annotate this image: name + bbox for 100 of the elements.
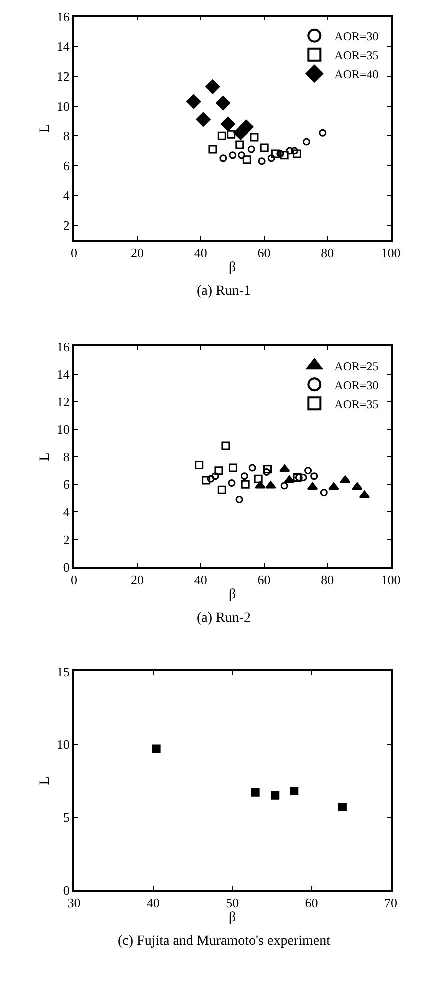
x-axis-title: β (229, 260, 236, 276)
y-tick-label: 15 (56, 664, 70, 680)
y-tick-label: 2 (63, 218, 70, 234)
y-tick-label: 14 (56, 366, 70, 382)
point (214, 466, 224, 476)
point (227, 130, 236, 139)
point (271, 791, 280, 800)
x-tick-label: 80 (321, 572, 334, 588)
point (280, 482, 288, 490)
y-tick-label: 0 (63, 560, 70, 575)
point (239, 120, 254, 134)
legend-label: AOR=40 (334, 68, 379, 82)
point (302, 138, 310, 146)
legend-label: AOR=35 (334, 397, 379, 412)
y-tick-label: 10 (56, 98, 70, 114)
x-tick-label: 40 (194, 572, 208, 588)
point (293, 473, 302, 482)
point (304, 467, 312, 475)
point (248, 464, 256, 472)
y-tick-label: 12 (56, 394, 70, 410)
point (251, 788, 260, 797)
point (290, 786, 299, 796)
text: (a) Run-1 (197, 284, 252, 299)
legend-label: AOR=30 (334, 30, 379, 44)
y-tick-label: 10 (56, 422, 70, 438)
point (236, 496, 244, 504)
point (238, 152, 246, 160)
point (222, 442, 230, 450)
x-tick-label: 30 (68, 896, 81, 911)
x-tick-label: 60 (258, 572, 271, 588)
y-tick-label: 0 (63, 882, 70, 898)
point (280, 464, 290, 472)
point (212, 472, 220, 480)
x-tick-label: 60 (258, 246, 271, 261)
point (218, 486, 226, 494)
point (152, 744, 161, 754)
point (290, 147, 298, 155)
point (240, 472, 248, 480)
point (319, 129, 327, 137)
y-tick-label: 6 (63, 158, 70, 174)
y-tick-label: 4 (63, 504, 70, 520)
x-tick-label: 100 (381, 572, 401, 588)
point (248, 146, 256, 154)
point (338, 802, 347, 812)
point (284, 476, 295, 484)
y-tick-label: 8 (63, 128, 70, 144)
point (258, 158, 266, 166)
point (229, 152, 237, 160)
y-tick-label: 4 (63, 188, 70, 204)
x-tick-label: 100 (381, 246, 401, 261)
text: (a) Run-2 (197, 611, 252, 626)
point (271, 150, 280, 158)
point (208, 145, 218, 154)
text: (c) Fujita and Muramoto's experiment (118, 934, 331, 949)
y-tick-label: 5 (63, 810, 70, 825)
legend-label: AOR=30 (334, 378, 379, 392)
x-tick-label: 20 (131, 246, 144, 261)
x-tick-label: 20 (131, 572, 144, 588)
point (320, 489, 328, 497)
point (242, 156, 252, 164)
point (276, 150, 284, 158)
y-axis-title: L (38, 124, 53, 133)
x-axis-title: β (229, 910, 236, 926)
point (292, 150, 302, 158)
point (266, 481, 276, 489)
point (207, 475, 215, 483)
y-tick-label: 14 (56, 39, 70, 54)
point (286, 147, 294, 155)
point (220, 116, 236, 132)
x-tick-label: 70 (384, 896, 398, 911)
point (202, 476, 211, 485)
legend-label: AOR=35 (334, 48, 379, 62)
y-tick-label: 16 (56, 339, 70, 354)
point (280, 151, 289, 160)
x-axis-title: β (229, 587, 236, 602)
x-tick-label: 40 (146, 896, 160, 911)
x-tick-label: 80 (321, 246, 334, 261)
point (206, 80, 220, 94)
point (250, 133, 259, 142)
point (352, 482, 363, 490)
y-tick-label: 10 (56, 737, 70, 752)
point (196, 112, 211, 127)
y-tick-label: 12 (56, 69, 70, 84)
point (186, 94, 202, 110)
point (268, 154, 276, 162)
x-tick-label: 40 (194, 246, 208, 261)
point (228, 479, 236, 487)
point (264, 465, 272, 474)
point (254, 474, 263, 484)
x-tick-label: 50 (226, 896, 240, 911)
point (328, 482, 340, 490)
point (241, 480, 250, 489)
point (260, 144, 269, 152)
y-tick-label: 6 (63, 477, 70, 492)
point (236, 140, 244, 150)
x-tick-label: 60 (305, 896, 318, 911)
point (300, 474, 308, 482)
y-tick-label: 16 (56, 9, 70, 24)
point (216, 96, 231, 111)
legend-label: AOR=25 (334, 359, 379, 374)
